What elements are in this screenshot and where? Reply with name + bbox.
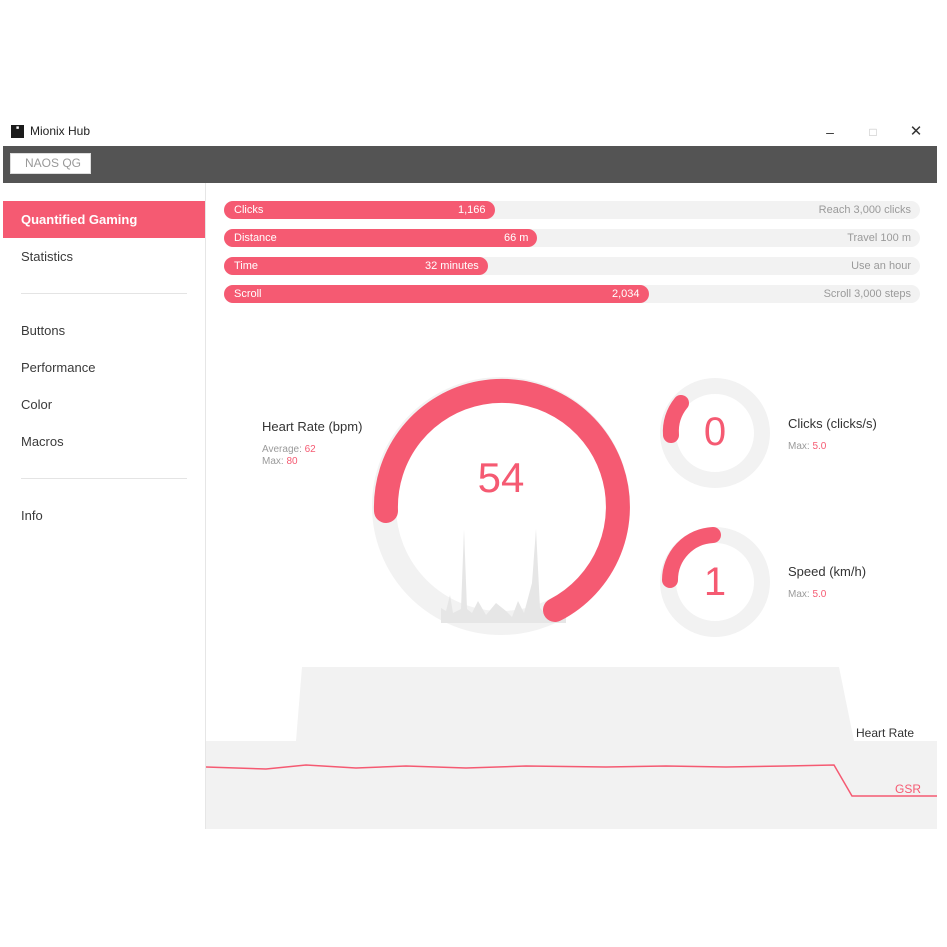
- heart-rate-gauge-arc: [373, 378, 630, 622]
- heart-rate-waveform: [441, 529, 566, 623]
- goal-distance: Distance 66 m Travel 100 m: [224, 229, 920, 247]
- gsr-graph-label: GSR: [895, 782, 922, 796]
- goal-value: 2,034: [612, 288, 640, 300]
- sidebar-divider: [21, 293, 187, 294]
- main-panel: Clicks 1,166 Reach 3,000 clicks Distance…: [206, 183, 937, 829]
- speed-value: 1: [703, 560, 727, 604]
- goal-name: Clicks: [234, 204, 264, 216]
- device-selector[interactable]: NAOS QG: [10, 153, 91, 174]
- clicks-value: 0: [703, 410, 727, 454]
- speed-gauge-arc: [661, 527, 721, 588]
- speed-max: Max: 5.0: [788, 589, 827, 600]
- goal-value: 32 minutes: [425, 260, 479, 272]
- goal-progress-fill: [224, 285, 649, 303]
- heart-rate-title: Heart Rate (bpm): [262, 419, 363, 434]
- sidebar-item-performance[interactable]: Performance: [21, 360, 96, 375]
- goal-name: Scroll: [234, 288, 262, 300]
- sidebar: Quantified Gaming Statistics Buttons Per…: [3, 183, 206, 829]
- maximize-button[interactable]: □: [869, 125, 877, 139]
- goal-target: Use an hour: [851, 260, 911, 272]
- goal-progress-fill: [224, 229, 537, 247]
- goal-target: Travel 100 m: [847, 232, 911, 244]
- heart-rate-value: 54: [477, 454, 525, 501]
- mionix-hub-window: ■ Mionix Hub – □ ✕ NAOS QG Quantified Ga…: [3, 117, 937, 829]
- goal-target: Scroll 3,000 steps: [823, 288, 911, 300]
- sidebar-item-buttons[interactable]: Buttons: [21, 323, 66, 338]
- sidebar-item-statistics[interactable]: Statistics: [21, 249, 74, 264]
- app-title: Mionix Hub: [30, 124, 91, 138]
- goal-clicks: Clicks 1,166 Reach 3,000 clicks: [224, 201, 920, 219]
- goal-name: Distance: [234, 232, 277, 244]
- sidebar-item-info[interactable]: Info: [21, 508, 43, 523]
- goal-progress-fill: [224, 201, 495, 219]
- goal-value: 1,166: [458, 204, 486, 216]
- sidebar-item-color[interactable]: Color: [21, 397, 53, 412]
- heart-rate-max: Max: 80: [262, 456, 298, 467]
- title-bar: ■ Mionix Hub – □ ✕: [3, 117, 937, 146]
- goal-progress-fill: [224, 257, 488, 275]
- clicks-gauge-arc: [662, 395, 689, 443]
- close-button[interactable]: ✕: [909, 123, 923, 140]
- gsr-line: [206, 764, 937, 797]
- gauges-canvas: [206, 377, 937, 829]
- goal-scroll: Scroll 2,034 Scroll 3,000 steps: [224, 285, 920, 303]
- minimize-button[interactable]: –: [826, 124, 834, 140]
- goal-name: Time: [234, 260, 259, 272]
- mionix-logo-icon: ■: [11, 125, 24, 138]
- sidebar-divider: [21, 478, 187, 479]
- sidebar-item-quantified-gaming[interactable]: Quantified Gaming: [3, 201, 205, 238]
- device-bar: NAOS QG: [3, 146, 937, 183]
- sidebar-item-macros[interactable]: Macros: [21, 434, 64, 449]
- goal-value: 66 m: [504, 232, 529, 244]
- heart-rate-average: Average: 62: [262, 444, 316, 455]
- goal-time: Time 32 minutes Use an hour: [224, 257, 920, 275]
- heart-rate-graph-area: [206, 667, 937, 829]
- heart-rate-graph-label: Heart Rate: [856, 726, 915, 740]
- speed-title: Speed (km/h): [788, 564, 867, 579]
- clicks-max: Max: 5.0: [788, 441, 827, 452]
- goal-target: Reach 3,000 clicks: [818, 204, 911, 216]
- clicks-title: Clicks (clicks/s): [788, 416, 877, 431]
